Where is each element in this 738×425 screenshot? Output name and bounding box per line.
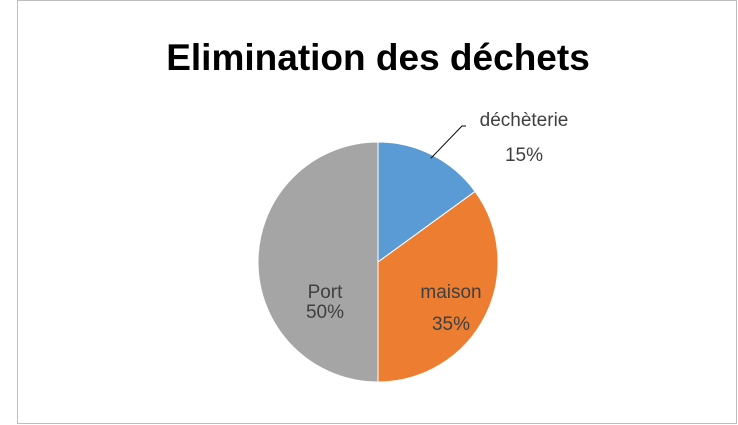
- slice-value-label: 35%: [432, 314, 470, 335]
- slice-label: déchèterie: [480, 110, 569, 131]
- leader-line: [430, 125, 466, 159]
- pie-slice: [377, 190, 499, 383]
- chart-title: Elimination des déchets: [166, 37, 590, 78]
- slice-label: maison: [420, 282, 481, 303]
- slice-label: Port: [308, 282, 344, 303]
- slice-value-label: 15%: [505, 145, 543, 166]
- slice-value-label: 50%: [306, 302, 344, 323]
- pie-slice: [377, 141, 476, 263]
- pie-slice: [257, 141, 379, 383]
